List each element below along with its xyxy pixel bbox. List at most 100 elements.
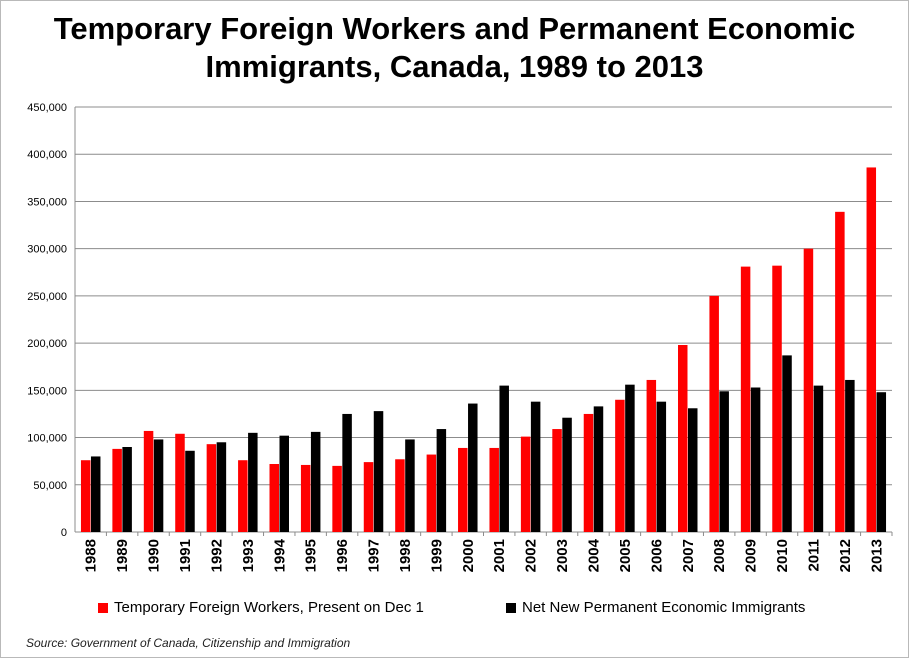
y-tick-label: 450,000	[27, 102, 67, 114]
bar-temporary-foreign-workers	[112, 448, 122, 532]
y-tick-label: 0	[61, 527, 67, 539]
bar-temporary-foreign-workers	[678, 345, 688, 532]
x-tick-label: 1994	[271, 538, 288, 572]
bar-permanent-economic-immigrants	[279, 435, 289, 532]
bar-temporary-foreign-workers	[520, 436, 531, 532]
bar-temporary-foreign-workers	[772, 265, 782, 532]
bar-temporary-foreign-workers	[835, 211, 845, 533]
legend-item-permanent-economic-immigrants: Net New Permanent Economic Immigrants	[506, 599, 805, 616]
chart-title-line-1: Temporary Foreign Workers and Permanent …	[53, 11, 856, 46]
legend-item-temporary-foreign-workers: Temporary Foreign Workers, Present on De…	[98, 599, 424, 616]
bar-permanent-economic-immigrants	[216, 442, 227, 532]
bar-permanent-economic-immigrants	[845, 379, 855, 532]
x-tick-label: 1996	[334, 539, 351, 572]
bar-temporary-foreign-workers	[143, 430, 154, 532]
bar-permanent-economic-immigrants	[782, 355, 792, 532]
chart-title-line-2: Immigrants, Canada, 1989 to 2013	[205, 49, 704, 84]
x-tick-label: 2004	[585, 538, 602, 572]
x-tick-label: 1997	[366, 539, 383, 572]
x-tick-label: 2006	[648, 539, 665, 572]
bar-permanent-economic-immigrants	[342, 413, 352, 532]
bar-temporary-foreign-workers	[489, 447, 499, 532]
x-tick-label: 1989	[114, 539, 131, 572]
x-tick-label: 1993	[240, 539, 257, 572]
x-tick-label: 1992	[208, 539, 225, 572]
y-tick-label: 400,000	[27, 149, 67, 161]
x-tick-label: 1999	[428, 539, 445, 572]
legend-label-permanent-economic-immigrants: Net New Permanent Economic Immigrants	[522, 599, 806, 616]
bar-temporary-foreign-workers	[646, 379, 657, 532]
legend-label-temporary-foreign-workers: Temporary Foreign Workers, Present on De…	[114, 599, 424, 616]
x-tick-label: 2008	[711, 539, 728, 572]
legend-swatch-black	[506, 602, 516, 613]
bar-permanent-economic-immigrants	[90, 456, 101, 532]
bar-permanent-economic-immigrants	[562, 417, 572, 532]
legend-swatch-red	[98, 602, 108, 613]
bar-permanent-economic-immigrants	[468, 403, 478, 532]
y-tick-label: 100,000	[27, 433, 67, 445]
bar-temporary-foreign-workers	[583, 413, 594, 532]
x-tick-label: 1991	[177, 539, 194, 572]
bar-temporary-foreign-workers	[269, 464, 279, 532]
x-tick-label: 1990	[146, 539, 163, 572]
bar-permanent-economic-immigrants	[436, 429, 447, 532]
bar-temporary-foreign-workers	[332, 465, 342, 532]
bar-permanent-economic-immigrants	[750, 387, 761, 532]
x-tick-label: 1998	[397, 539, 414, 572]
bar-permanent-economic-immigrants	[813, 385, 824, 532]
x-tick-label: 2007	[680, 539, 697, 572]
bar-permanent-economic-immigrants	[656, 401, 667, 532]
bar-permanent-economic-immigrants	[719, 391, 729, 532]
x-tick-label: 1988	[83, 539, 100, 572]
bar-permanent-economic-immigrants	[625, 384, 635, 532]
bar-permanent-economic-immigrants	[688, 408, 698, 532]
bar-temporary-foreign-workers	[803, 248, 814, 532]
chart-title: Temporary Foreign Workers and Permanent …	[0, 10, 909, 86]
x-tick-label: 2001	[491, 539, 508, 572]
bar-temporary-foreign-workers	[238, 460, 248, 532]
x-tick-label: 2009	[743, 539, 760, 572]
x-tick-label: 2002	[523, 539, 540, 572]
x-tick-label: 2003	[554, 539, 571, 572]
bar-temporary-foreign-workers	[300, 464, 311, 532]
x-tick-label: 2000	[460, 539, 477, 572]
bar-temporary-foreign-workers	[709, 295, 719, 532]
x-tick-label: 2010	[774, 539, 791, 572]
bar-temporary-foreign-workers	[363, 462, 374, 532]
x-tick-label: 2005	[617, 539, 634, 572]
bar-permanent-economic-immigrants	[153, 439, 164, 532]
bar-permanent-economic-immigrants	[122, 447, 132, 532]
legend: Temporary Foreign Workers, Present on De…	[98, 599, 898, 621]
bar-permanent-economic-immigrants	[248, 432, 258, 532]
bar-permanent-economic-immigrants	[593, 406, 604, 532]
bar-temporary-foreign-workers	[206, 444, 217, 532]
y-tick-label: 300,000	[27, 244, 67, 256]
y-tick-label: 350,000	[27, 196, 67, 208]
y-tick-label: 50,000	[33, 480, 67, 492]
bar-permanent-economic-immigrants	[373, 411, 384, 532]
bar-permanent-economic-immigrants	[405, 439, 415, 532]
bar-permanent-economic-immigrants	[876, 392, 887, 532]
bar-temporary-foreign-workers	[80, 460, 91, 532]
bar-temporary-foreign-workers	[458, 447, 468, 532]
bar-temporary-foreign-workers	[175, 433, 185, 532]
bar-permanent-economic-immigrants	[530, 401, 541, 532]
bar-chart: 0 50,000 100,000 150,000 200,000 250,000 300,0…	[27, 102, 893, 572]
y-tick-label: 200,000	[27, 338, 67, 350]
x-tick-label: 2013	[868, 539, 885, 572]
x-tick-label: 1995	[303, 539, 320, 572]
bar-permanent-economic-immigrants	[185, 450, 195, 532]
source-note: Source: Government of Canada, Citizenshi…	[26, 636, 351, 650]
bar-temporary-foreign-workers	[426, 454, 437, 532]
y-tick-label: 150,000	[27, 385, 67, 397]
bar-permanent-economic-immigrants	[310, 431, 321, 532]
bar-temporary-foreign-workers	[866, 167, 877, 532]
x-tick-label: 2012	[837, 539, 854, 572]
bar-temporary-foreign-workers	[395, 459, 405, 532]
x-tick-label: 2011	[805, 539, 822, 572]
bar-temporary-foreign-workers	[615, 399, 625, 532]
bar-temporary-foreign-workers	[740, 266, 751, 532]
bar-permanent-economic-immigrants	[499, 385, 509, 532]
bar-temporary-foreign-workers	[552, 429, 562, 532]
